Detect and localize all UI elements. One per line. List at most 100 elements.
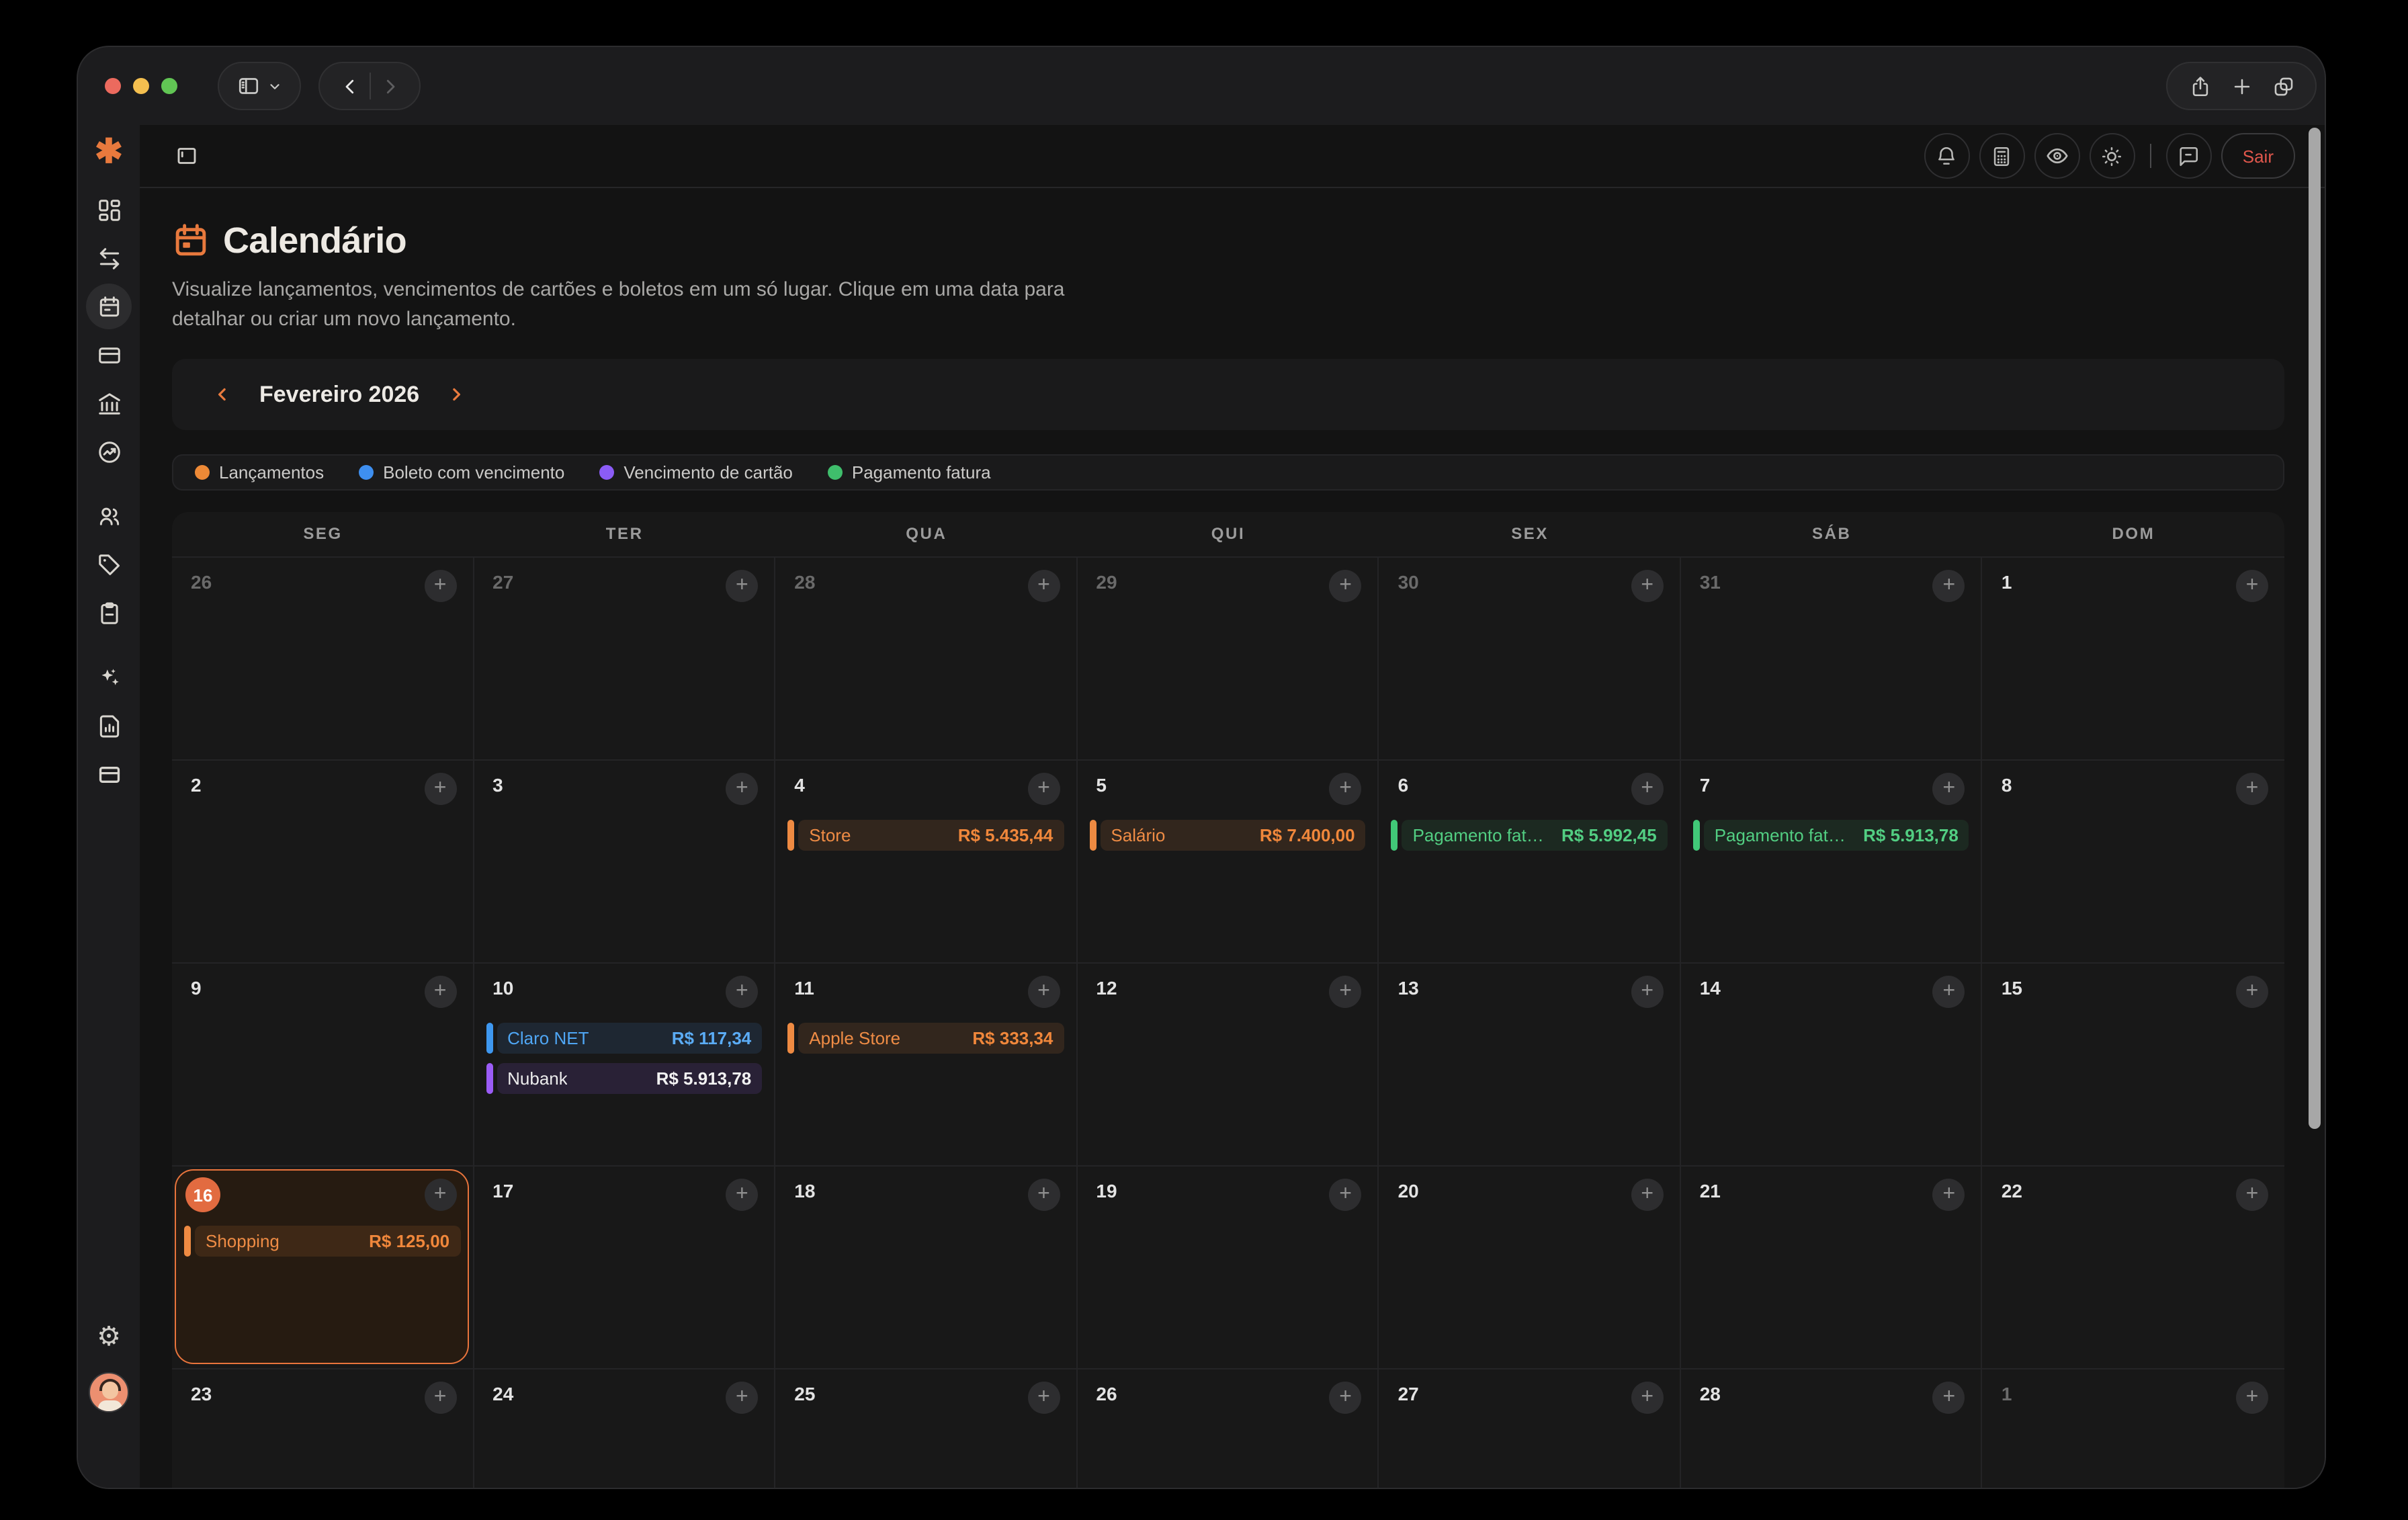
event-pill[interactable]: Claro NET R$ 117,34 bbox=[486, 1023, 763, 1054]
sidebar-item-cards[interactable] bbox=[85, 331, 133, 379]
app-sidebar-collapse-button[interactable] bbox=[175, 144, 199, 168]
sidebar-item-reports[interactable] bbox=[85, 702, 133, 750]
add-event-button[interactable]: + bbox=[1329, 773, 1362, 805]
add-event-button[interactable]: + bbox=[1932, 570, 1965, 602]
sidebar-item-accounts[interactable] bbox=[85, 750, 133, 798]
event-pill[interactable]: Shopping R$ 125,00 bbox=[184, 1226, 461, 1257]
day-cell[interactable]: 30 + bbox=[1379, 558, 1681, 761]
event-pill[interactable]: Pagamento fatura ... R$ 5.913,78 bbox=[1692, 820, 1969, 851]
sidebar-item-investments[interactable] bbox=[85, 427, 133, 476]
theme-toggle-button[interactable] bbox=[2089, 133, 2135, 179]
day-cell[interactable]: 15 + bbox=[1982, 964, 2284, 1167]
add-event-button[interactable]: + bbox=[726, 773, 759, 805]
add-event-button[interactable]: + bbox=[1027, 773, 1060, 805]
day-cell[interactable]: 9 + bbox=[172, 964, 474, 1167]
day-cell[interactable]: 24 + bbox=[474, 1369, 776, 1488]
day-cell[interactable]: 18 + bbox=[775, 1167, 1078, 1369]
sidebar-item-dashboard[interactable] bbox=[85, 185, 133, 234]
event-pill[interactable]: Nubank R$ 5.913,78 bbox=[486, 1063, 763, 1094]
back-button[interactable] bbox=[339, 76, 359, 96]
day-cell[interactable]: 27 + bbox=[1379, 1369, 1681, 1488]
add-event-button[interactable]: + bbox=[1329, 976, 1362, 1008]
day-cell[interactable]: 1 + bbox=[1983, 1369, 2284, 1488]
privacy-toggle-button[interactable] bbox=[2034, 133, 2080, 179]
notifications-button[interactable] bbox=[1924, 133, 1970, 179]
feedback-button[interactable] bbox=[2165, 133, 2212, 179]
event-pill[interactable]: Store R$ 5.435,44 bbox=[787, 820, 1064, 851]
day-cell[interactable]: 12 + bbox=[1077, 964, 1379, 1167]
sidebar-item-planning[interactable] bbox=[85, 589, 133, 637]
day-cell[interactable]: 28 + bbox=[775, 558, 1078, 761]
scrollbar[interactable] bbox=[2309, 128, 2321, 1129]
sidebar-item-transactions[interactable] bbox=[85, 234, 133, 282]
add-event-button[interactable]: + bbox=[1631, 976, 1664, 1008]
add-event-button[interactable]: + bbox=[1631, 1382, 1664, 1414]
add-event-button[interactable]: + bbox=[1027, 1382, 1060, 1414]
settings-button[interactable]: ⚙ bbox=[85, 1313, 133, 1361]
sidebar-item-ai-assistant[interactable] bbox=[85, 653, 133, 702]
add-event-button[interactable]: + bbox=[424, 773, 457, 805]
day-cell[interactable]: 19 + bbox=[1077, 1167, 1379, 1369]
day-cell[interactable]: 28 + bbox=[1681, 1369, 1983, 1488]
forward-button[interactable] bbox=[380, 76, 400, 96]
zoom-window-button[interactable] bbox=[161, 78, 177, 94]
add-event-button[interactable]: + bbox=[2235, 570, 2268, 602]
add-event-button[interactable]: + bbox=[2235, 1179, 2268, 1211]
add-event-button[interactable]: + bbox=[1932, 1179, 1965, 1211]
app-logo-icon[interactable]: ✱ bbox=[95, 133, 123, 171]
add-event-button[interactable]: + bbox=[1932, 773, 1965, 805]
day-cell[interactable]: 5 + Salário R$ 7.400,00 bbox=[1077, 761, 1379, 964]
add-event-button[interactable]: + bbox=[424, 976, 457, 1008]
browser-sidebar-toggle[interactable] bbox=[218, 62, 301, 110]
add-event-button[interactable]: + bbox=[1329, 1382, 1362, 1414]
day-cell[interactable]: 8 + bbox=[1982, 761, 2284, 964]
day-cell[interactable]: 2 + bbox=[172, 761, 474, 964]
add-event-button[interactable]: + bbox=[1329, 570, 1362, 602]
day-cell[interactable]: 29 + bbox=[1077, 558, 1379, 761]
add-event-button[interactable]: + bbox=[1631, 1179, 1664, 1211]
day-cell[interactable]: 6 + Pagamento fatura... R$ 5.992,45 bbox=[1379, 761, 1681, 964]
day-cell[interactable]: 26 + bbox=[172, 558, 474, 761]
day-cell[interactable]: 14 + bbox=[1680, 964, 1983, 1167]
day-cell[interactable]: 11 + Apple Store R$ 333,34 bbox=[775, 964, 1078, 1167]
add-event-button[interactable]: + bbox=[1027, 1179, 1060, 1211]
share-icon[interactable] bbox=[2188, 75, 2211, 97]
sidebar-item-bank[interactable] bbox=[85, 379, 133, 427]
add-event-button[interactable]: + bbox=[424, 570, 457, 602]
add-event-button[interactable]: + bbox=[726, 1179, 759, 1211]
add-event-button[interactable]: + bbox=[2235, 976, 2268, 1008]
day-cell[interactable]: 26 + bbox=[1077, 1369, 1379, 1488]
sidebar-item-tags[interactable] bbox=[85, 540, 133, 589]
add-event-button[interactable]: + bbox=[1631, 570, 1664, 602]
day-cell[interactable]: 13 + bbox=[1379, 964, 1681, 1167]
day-cell[interactable]: 31 + bbox=[1680, 558, 1983, 761]
next-month-button[interactable] bbox=[446, 384, 466, 405]
sidebar-item-family[interactable] bbox=[85, 492, 133, 540]
tab-overview-icon[interactable] bbox=[2272, 75, 2294, 97]
add-event-button[interactable]: + bbox=[1329, 1179, 1362, 1211]
user-avatar[interactable] bbox=[89, 1372, 129, 1412]
previous-month-button[interactable] bbox=[212, 384, 232, 405]
add-event-button[interactable]: + bbox=[2235, 773, 2268, 805]
add-event-button[interactable]: + bbox=[726, 570, 759, 602]
add-event-button[interactable]: + bbox=[424, 1179, 457, 1211]
day-cell[interactable]: 25 + bbox=[775, 1369, 1078, 1488]
day-cell[interactable]: 1 + bbox=[1982, 558, 2284, 761]
add-event-button[interactable]: + bbox=[1027, 570, 1060, 602]
day-cell-today[interactable]: 16 + Shopping R$ 125,00 bbox=[172, 1167, 474, 1369]
close-window-button[interactable] bbox=[105, 78, 121, 94]
add-event-button[interactable]: + bbox=[726, 976, 759, 1008]
day-cell[interactable]: 20 + bbox=[1379, 1167, 1681, 1369]
sidebar-item-calendar[interactable] bbox=[86, 284, 132, 329]
day-cell[interactable]: 27 + bbox=[474, 558, 776, 761]
add-event-button[interactable]: + bbox=[1932, 976, 1965, 1008]
day-cell[interactable]: 10 + Claro NET R$ 117,34 Nubank R$ 5.913,78 bbox=[474, 964, 776, 1167]
day-cell[interactable]: 7 + Pagamento fatura ... R$ 5.913,78 bbox=[1680, 761, 1983, 964]
new-tab-icon[interactable] bbox=[2230, 75, 2253, 97]
event-pill[interactable]: Salário R$ 7.400,00 bbox=[1089, 820, 1366, 851]
add-event-button[interactable]: + bbox=[424, 1382, 457, 1414]
day-cell[interactable]: 17 + bbox=[474, 1167, 776, 1369]
event-pill[interactable]: Pagamento fatura... R$ 5.992,45 bbox=[1391, 820, 1668, 851]
calculator-button[interactable] bbox=[1979, 133, 2025, 179]
event-pill[interactable]: Apple Store R$ 333,34 bbox=[787, 1023, 1064, 1054]
